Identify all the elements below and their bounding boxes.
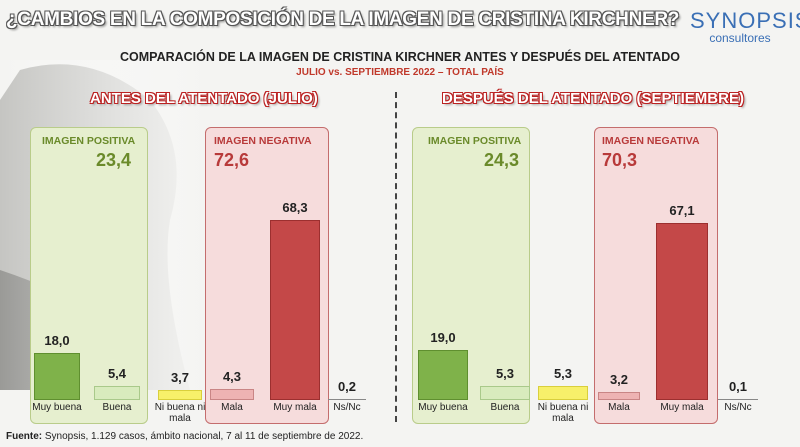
value-label-muy-mala-after: 67,1 [669, 203, 695, 219]
value-label-buena-before: 5,4 [107, 365, 127, 381]
value-label-ni-buena-ni-mala-before: 3,7 [170, 370, 190, 386]
negative-label-after: IMAGEN NEGATIVA [602, 135, 700, 147]
value-label-muy-mala-before: 68,3 [282, 200, 308, 215]
positive-label-before: IMAGEN POSITIVA [42, 135, 136, 147]
value-label-buena-after: 5,3 [495, 366, 515, 382]
chart-period: JULIO vs. SEPTIEMBRE 2022 – TOTAL PAÍS [296, 67, 504, 78]
category-label-mala-before: Mala [221, 402, 243, 413]
chart-subtitle: COMPARACIÓN DE LA IMAGEN DE CRISTINA KIR… [120, 50, 680, 64]
category-label-ni-buena-ni-mala-after: Ni buena ni mala [537, 402, 589, 424]
bar-buena-after [480, 386, 530, 400]
value-label-mala-before: 4,3 [222, 368, 242, 384]
negative-value-before: 72,6 [214, 150, 250, 170]
bar-mala-before [210, 388, 254, 400]
footer-source: Fuente: Synopsis, 1.129 casos, ámbito na… [6, 431, 363, 442]
category-label-ni-buena-ni-mala-before: Ni buena ni mala [154, 402, 206, 424]
positive-value-before: 23,4 [96, 150, 132, 170]
logo-name: SYNOPSIS [690, 8, 800, 33]
logo-subtitle: consultores [709, 31, 771, 45]
negative-value-after: 70,3 [602, 150, 638, 170]
bar-ns-nc-before [328, 398, 366, 400]
category-label-muy-buena-before: Muy buena [32, 402, 82, 413]
section-title-after: DESPUÉS DEL ATENTADO (SEPTIEMBRE) [442, 90, 744, 107]
category-label-buena-before: Buena [102, 402, 132, 413]
bar-muy-buena-before [34, 352, 80, 400]
negative-label-before: IMAGEN NEGATIVA [214, 135, 312, 147]
category-label-muy-mala-before: Muy mala [273, 402, 317, 413]
footer-source-text: Synopsis, 1.129 casos, ámbito nacional, … [42, 431, 364, 442]
bar-buena-before [94, 385, 140, 400]
category-label-mala-after: Mala [608, 402, 630, 413]
bar-ni-buena-ni-mala-after [538, 386, 588, 400]
value-label-muy-buena-before: 18,0 [44, 332, 70, 348]
bar-muy-mala-after [656, 223, 708, 400]
category-label-ns-nc-after: Ns/Nc [724, 402, 752, 413]
positive-value-after: 24,3 [484, 150, 520, 170]
main-title: ¿CAMBIOS EN LA COMPOSICIÓN DE LA IMAGEN … [6, 9, 680, 30]
category-label-muy-buena-after: Muy buena [418, 402, 468, 413]
section-title-before: ANTES DEL ATENTADO (JULIO) [90, 90, 318, 107]
value-label-ns-nc-after: 0,1 [728, 378, 748, 394]
bar-ns-nc-after [718, 398, 758, 400]
category-label-ns-nc-before: Ns/Nc [333, 402, 361, 413]
bar-mala-after [598, 391, 640, 400]
bar-muy-mala-before [270, 220, 320, 400]
positive-label-after: IMAGEN POSITIVA [428, 135, 522, 147]
value-label-ni-buena-ni-mala-after: 5,3 [553, 366, 573, 382]
value-label-mala-after: 3,2 [609, 371, 629, 387]
category-label-buena-after: Buena [490, 402, 520, 413]
section-divider [395, 92, 397, 422]
bar-ni-buena-ni-mala-before [158, 390, 202, 400]
bar-muy-buena-after [418, 349, 468, 400]
value-label-muy-buena-after: 19,0 [430, 329, 456, 345]
category-label-muy-mala-after: Muy mala [660, 402, 704, 413]
value-label-ns-nc-before: 0,2 [337, 378, 357, 394]
synopsis-logo: SYNOPSIS consultores [690, 8, 800, 45]
footer-source-label: Fuente: [6, 431, 43, 442]
